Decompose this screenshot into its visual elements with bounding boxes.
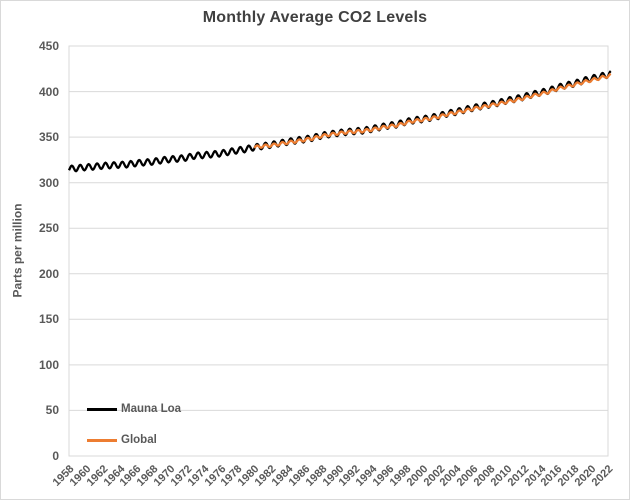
y-tick-label-50: 50 xyxy=(45,403,59,418)
legend-item-mauna-loa: Mauna Loa xyxy=(87,402,181,417)
chart-title: Monthly Average CO2 Levels xyxy=(202,9,428,26)
y-tick-label-250: 250 xyxy=(38,221,59,236)
y-tick-label-0: 0 xyxy=(52,449,59,463)
global-line-swatch xyxy=(87,439,117,442)
y-tick-label-150: 150 xyxy=(38,312,59,327)
y-tick-label-300: 300 xyxy=(38,175,59,190)
legend-label-global: Global xyxy=(121,434,157,446)
y-tick-label-350: 350 xyxy=(38,130,59,145)
y-tick-label-200: 200 xyxy=(38,266,59,281)
legend-item-global: Global xyxy=(87,433,181,448)
y-tick-label-450: 450 xyxy=(38,39,59,53)
legend-label-mauna-loa: Mauna Loa xyxy=(121,403,182,415)
y-axis-title: Parts per million xyxy=(10,203,25,298)
mauna-loa-line-swatch xyxy=(87,408,117,411)
y-tick-label-100: 100 xyxy=(38,357,59,372)
y-tick-label-400: 400 xyxy=(38,84,59,99)
legend: Mauna Loa Global xyxy=(87,402,181,464)
